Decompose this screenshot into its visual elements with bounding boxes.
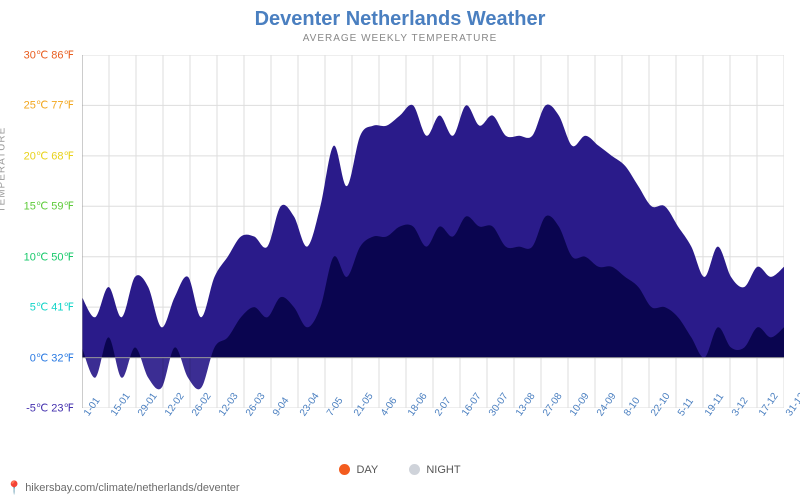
y-tick: 5℃ 41℉ bbox=[30, 301, 74, 314]
chart-svg bbox=[82, 55, 784, 408]
legend-item-day: DAY bbox=[339, 464, 378, 476]
map-pin-icon: 📍 bbox=[6, 480, 22, 496]
temperature-chart bbox=[82, 55, 784, 408]
y-tick: 15℃ 59℉ bbox=[24, 200, 74, 213]
y-tick: -5℃ 23℉ bbox=[26, 402, 74, 415]
legend-item-night: NIGHT bbox=[409, 464, 460, 476]
source-url: hikersbay.com/climate/netherlands/devent… bbox=[25, 482, 239, 494]
chart-title: Deventer Netherlands Weather bbox=[0, 0, 800, 31]
x-tick: 31-12 bbox=[784, 391, 800, 418]
x-axis-ticks: 1-0115-0129-0112-0226-0212-0326-039-0423… bbox=[82, 408, 784, 466]
legend-label-night: NIGHT bbox=[426, 464, 460, 476]
legend-dot-day bbox=[339, 464, 350, 475]
chart-subtitle: AVERAGE WEEKLY TEMPERATURE bbox=[0, 31, 800, 44]
y-axis-ticks: 30℃ 86℉25℃ 77℉20℃ 68℉15℃ 59℉10℃ 50℉5℃ 41… bbox=[0, 55, 80, 408]
y-tick: 30℃ 86℉ bbox=[24, 49, 74, 62]
y-tick: 0℃ 32℉ bbox=[30, 351, 74, 364]
legend-dot-night bbox=[409, 464, 420, 475]
y-tick: 10℃ 50℉ bbox=[24, 250, 74, 263]
legend-label-day: DAY bbox=[356, 464, 378, 476]
legend: DAY NIGHT bbox=[0, 464, 800, 479]
y-tick: 25℃ 77℉ bbox=[24, 99, 74, 112]
y-tick: 20℃ 68℉ bbox=[24, 149, 74, 162]
source-footer: 📍 hikersbay.com/climate/netherlands/deve… bbox=[6, 480, 240, 496]
